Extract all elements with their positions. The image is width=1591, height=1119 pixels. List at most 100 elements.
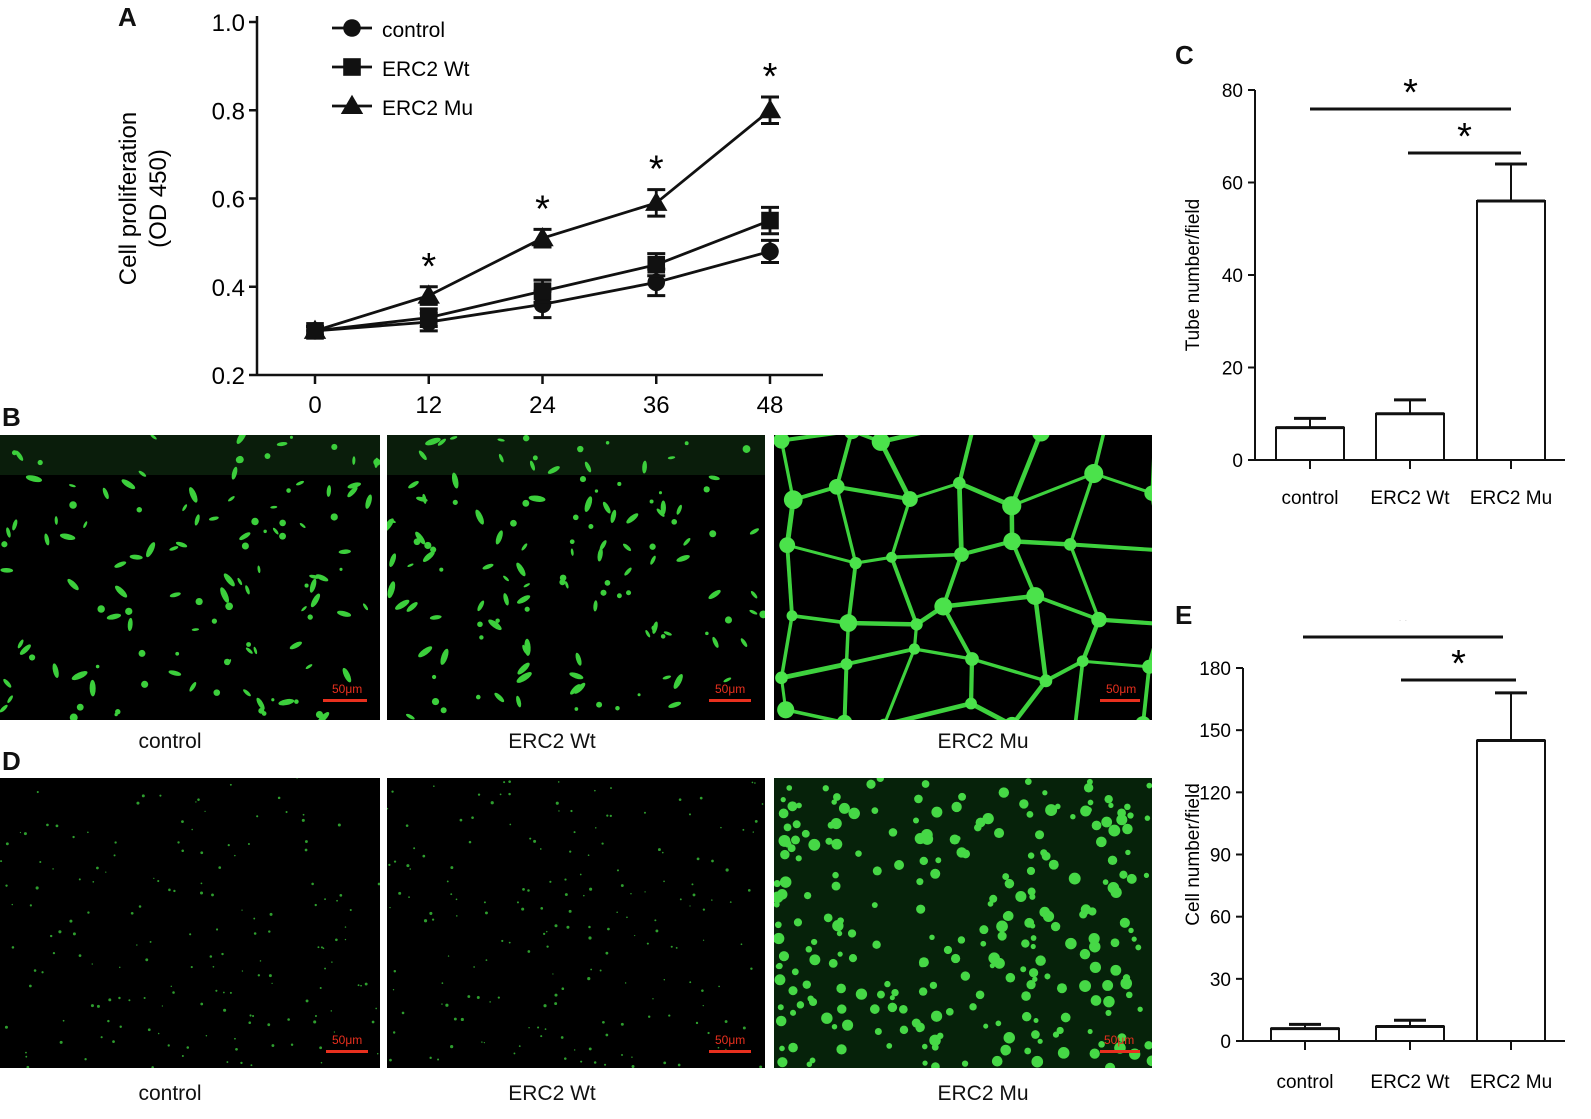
cell: [750, 967, 753, 970]
caption-d-control: control: [138, 1082, 202, 1105]
cell: [848, 807, 860, 820]
cell: [991, 956, 999, 965]
cell: [299, 522, 306, 529]
cell: [208, 516, 219, 521]
tube-segment: [781, 435, 837, 443]
cell: [71, 671, 88, 681]
cell: [1045, 804, 1058, 817]
cell: [191, 828, 193, 831]
cell: [774, 932, 785, 945]
data-point: [340, 94, 364, 114]
cell: [837, 951, 843, 957]
panel-label-c: C: [1175, 40, 1194, 70]
cell: [197, 798, 200, 801]
cell: [808, 838, 821, 851]
cell: [449, 436, 458, 440]
cell: [609, 814, 612, 818]
significance-star: *: [649, 149, 664, 191]
cell: [717, 1046, 720, 1049]
y-tick-label: 0: [1232, 451, 1243, 472]
cell: [12, 519, 18, 531]
cell: [215, 928, 219, 931]
cell: [780, 849, 790, 860]
cell: [517, 662, 530, 675]
cell: [1005, 972, 1016, 983]
cell: [153, 877, 155, 879]
cell: [579, 476, 587, 483]
background-glow: [387, 435, 765, 475]
cell: [668, 1014, 671, 1017]
cell: [929, 934, 935, 941]
cell: [29, 984, 32, 988]
cell: [831, 838, 843, 850]
cell: [5, 884, 8, 887]
cell: [84, 1058, 87, 1061]
cell: [409, 868, 412, 870]
cell: [415, 531, 426, 545]
cell: [129, 554, 143, 560]
cell-cluster: [849, 556, 862, 570]
cell: [89, 679, 96, 697]
cell: [330, 513, 338, 521]
cell: [537, 1026, 540, 1029]
tube-segment: [846, 647, 915, 666]
data-point: [531, 227, 554, 247]
bar: [1375, 1025, 1445, 1043]
cell: [459, 818, 463, 822]
cell: [241, 909, 243, 911]
cell: [1125, 991, 1133, 999]
cell-cluster: [965, 697, 977, 710]
cell: [707, 1031, 710, 1035]
cell: [542, 932, 546, 936]
cell: [652, 998, 654, 1000]
cell: [429, 911, 433, 915]
cell: [876, 778, 884, 783]
cell: [246, 642, 252, 647]
cell: [583, 894, 585, 897]
cell: [212, 965, 215, 968]
cell: [494, 623, 499, 628]
cell: [253, 646, 258, 655]
cell: [931, 1062, 940, 1068]
y-tick-label: 0.8: [212, 98, 245, 125]
cell: [549, 880, 552, 883]
cell: [189, 933, 192, 936]
cell: [477, 793, 481, 796]
cell: [793, 918, 803, 927]
cell: [703, 486, 710, 493]
cell: [252, 1015, 255, 1018]
scalebar: [709, 699, 751, 702]
cell: [267, 1023, 271, 1027]
cell: [564, 1057, 567, 1060]
cell: [213, 689, 221, 696]
cell: [170, 985, 173, 988]
cell: [471, 816, 474, 819]
cell: [425, 437, 441, 446]
cell: [565, 581, 569, 589]
cell: [264, 453, 271, 460]
cell: [96, 866, 99, 870]
cell: [779, 1045, 785, 1052]
cell: [388, 863, 391, 866]
cell: [655, 929, 659, 933]
cell: [529, 460, 536, 471]
cell: [931, 806, 943, 818]
cell: [127, 617, 133, 632]
cell: [69, 919, 73, 923]
cell: [961, 1060, 969, 1067]
cell: [778, 808, 789, 819]
cell: [616, 593, 622, 599]
cell: [304, 583, 309, 588]
tube-segment: [1098, 617, 1152, 626]
cell: [1056, 983, 1067, 994]
cell-cluster: [844, 435, 860, 440]
cell: [36, 790, 39, 794]
cell: [1124, 803, 1131, 811]
cell-cluster: [1003, 532, 1021, 551]
cell: [25, 475, 43, 483]
cell: [279, 519, 286, 527]
cell: [847, 929, 857, 938]
scalebar: [323, 699, 367, 702]
tube-segment: [1012, 539, 1071, 547]
cell: [157, 1032, 160, 1035]
